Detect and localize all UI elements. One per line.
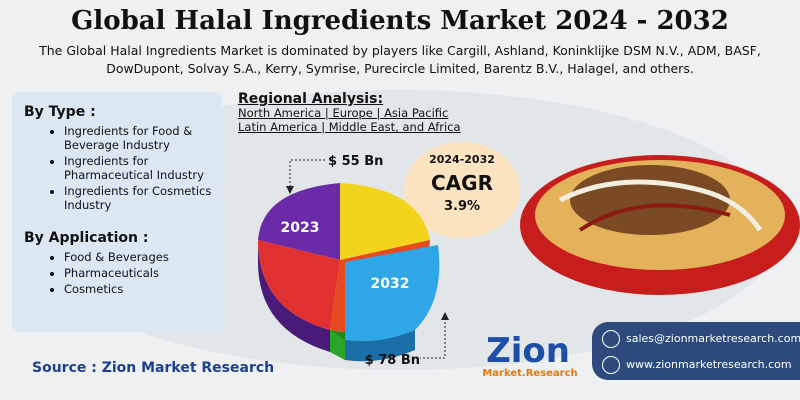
- type-heading: By Type :: [24, 104, 96, 120]
- cagr-value: 3.9%: [444, 199, 480, 214]
- email[interactable]: sales@zionmarketresearch.com: [626, 332, 800, 345]
- application-item: Cosmetics: [64, 282, 222, 296]
- website[interactable]: www.zionmarketresearch.com: [626, 358, 792, 371]
- regional-line: North America | Europe | Asia Pacific: [238, 106, 449, 120]
- value-start: $ 55 Bn: [328, 154, 383, 169]
- cagr-period: 2024-2032: [429, 153, 495, 166]
- logo-name: Zion: [486, 331, 570, 371]
- email-icon: [602, 330, 620, 348]
- food-image: [520, 155, 800, 295]
- application-heading: By Application :: [24, 230, 149, 246]
- cagr-label: CAGR: [431, 171, 493, 195]
- year-end: 2032: [371, 276, 410, 292]
- title: Global Halal Ingredients Market 2024 - 2…: [71, 6, 729, 36]
- pie: [258, 183, 440, 362]
- type-item: Ingredients for Cosmetics Industry: [64, 184, 222, 212]
- regional: Regional Analysis: North America | Europ…: [238, 92, 461, 134]
- cagr-glow: [404, 142, 520, 238]
- web-icon: [602, 356, 620, 374]
- value-end: $ 78 Bn: [365, 353, 420, 368]
- regional-heading: Regional Analysis:: [238, 91, 384, 107]
- type-list: Ingredients for Food & Beverage Industry…: [12, 124, 222, 212]
- contact-box: sales@zionmarketresearch.com www.zionmar…: [592, 322, 800, 380]
- regional-line: Latin America | Middle East, and Africa: [238, 120, 461, 134]
- source: Source : Zion Market Research: [32, 360, 275, 376]
- application-item: Food & Beverages: [64, 250, 222, 264]
- year-start: 2023: [281, 220, 320, 236]
- logo-sub: Market.Research: [482, 368, 577, 379]
- subtitle: The Global Halal Ingredients Market is d…: [39, 43, 761, 76]
- type-item: Ingredients for Pharmaceutical Industry: [64, 154, 222, 182]
- segment-panel: By Type : Ingredients for Food & Beverag…: [12, 92, 222, 332]
- application-list: Food & Beverages Pharmaceuticals Cosmeti…: [12, 250, 222, 296]
- type-item: Ingredients for Food & Beverage Industry: [64, 124, 222, 152]
- application-item: Pharmaceuticals: [64, 266, 222, 280]
